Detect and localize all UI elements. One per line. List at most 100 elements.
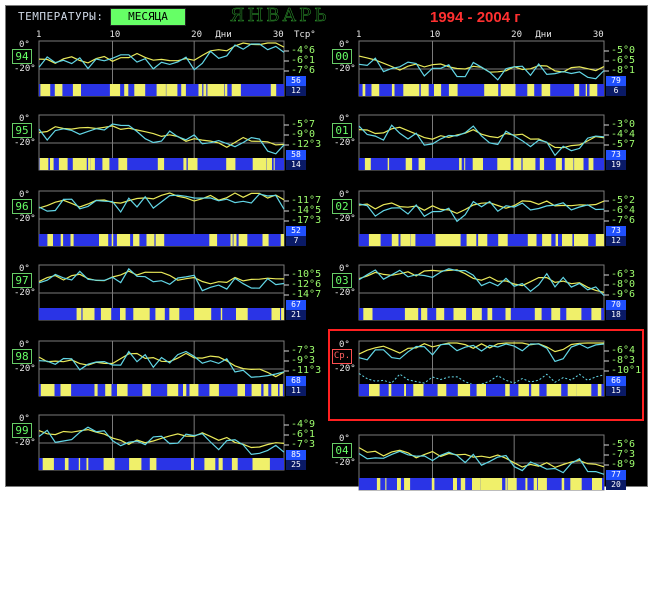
panel-p94: 94 0° -20° -4°6 -6°1 -7°6 56 12 1 10 20 30 Дни Tср°	[11, 29, 321, 101]
weather-strip-segment	[149, 234, 155, 246]
temperature-value: -17°3	[291, 215, 322, 226]
panel-p96: 96 0° -20° -11°7 -14°5 -17°3 52 7	[11, 179, 321, 251]
weather-strip-segment	[99, 234, 109, 246]
percent-badge-top: 56	[291, 76, 301, 85]
year-label: 97	[12, 273, 32, 288]
temperature-value: -9°3	[291, 355, 316, 366]
weather-strip-segment	[49, 384, 55, 396]
weather-strip-segment	[167, 384, 176, 396]
weather-strip-segment	[490, 84, 499, 96]
panel-p03: 03 0° -20° -6°3 -8°0 -9°6 70 18	[331, 253, 641, 325]
weather-strip-segment	[551, 308, 561, 320]
weather-strip-segment	[423, 84, 429, 96]
weather-strip-segment	[498, 234, 508, 246]
weather-strip-segment	[487, 308, 493, 320]
axis-zero-label: 0°	[19, 340, 30, 350]
temp-line-max	[38, 42, 285, 64]
weather-strip-segment	[85, 158, 87, 170]
weather-strip-segment	[147, 308, 150, 320]
temp-line-max	[358, 200, 605, 215]
weather-strip-segment	[593, 478, 602, 490]
weather-strip-segment	[597, 384, 602, 396]
temperature-value: -6°4	[611, 345, 636, 356]
weather-strip-segment	[404, 308, 416, 320]
temp-line-max	[358, 269, 605, 293]
temperature-value: -10°1	[611, 365, 642, 376]
weather-strip-segment	[251, 384, 257, 396]
weather-strip-segment	[476, 384, 486, 396]
day-tick-label: 10	[429, 30, 441, 40]
temp-line-max	[358, 55, 605, 73]
weather-strip-segment	[527, 84, 535, 96]
weather-strip-segment	[243, 308, 247, 320]
percent-badge-bottom: 18	[606, 310, 626, 320]
temperature-value: -5°7	[291, 119, 316, 130]
weather-strip-segment	[258, 458, 267, 470]
weather-strip-segment	[50, 158, 54, 170]
weather-strip-segment	[505, 478, 507, 490]
weather-strip-segment	[582, 234, 586, 246]
weather-strip-segment	[183, 158, 187, 170]
weather-strip-segment	[583, 234, 589, 246]
temperature-value: -7°3	[291, 439, 316, 450]
panel-chart	[358, 40, 609, 97]
weather-strip-segment	[252, 158, 263, 170]
weather-strip-segment	[204, 458, 213, 470]
weather-strip-segment	[256, 384, 262, 396]
weather-strip-segment	[58, 158, 61, 170]
weather-strip-segment	[533, 478, 538, 490]
weather-strip-segment	[262, 234, 269, 246]
temp-line-extreme	[358, 373, 605, 386]
temperature-value: -4°6	[291, 45, 316, 56]
weather-strip-segment	[82, 308, 89, 320]
axis-minus20-label: -20°	[14, 214, 36, 224]
panel-p95: 95 0° -20° -5°7 -9°0 -12°3 58 14	[11, 103, 321, 175]
weather-strip-segment	[48, 234, 50, 246]
weather-strip-segment	[239, 384, 245, 396]
axis-zero-label: 0°	[19, 40, 30, 50]
percent-badge-top: 77	[611, 470, 621, 479]
year-label: 02	[332, 199, 352, 214]
weather-strip-segment	[133, 308, 142, 320]
weather-strip-segment	[410, 234, 416, 246]
weather-strip-segment	[408, 84, 419, 96]
weather-strip-segment	[146, 234, 150, 246]
percent-badge-top: 68	[291, 376, 301, 385]
weather-strip-segment	[279, 384, 283, 396]
percent-badge: 52 7	[286, 226, 306, 246]
temperature-value: -6°1	[291, 429, 316, 440]
percent-badge-top: 58	[291, 150, 301, 159]
temperature-value: -4°9	[291, 419, 316, 430]
temp-line-min	[38, 426, 285, 456]
percent-badge-bottom: 14	[286, 160, 306, 170]
weather-strip-segment	[133, 234, 140, 246]
weather-strip-segment	[478, 234, 488, 246]
weather-strip-segment	[458, 308, 467, 320]
weather-strip-segment	[570, 478, 582, 490]
panel-p00: 00 0° -20° -5°0 -6°5 -8°1 79 6 1 10 20 30 Дни	[331, 29, 641, 101]
percent-badge-top: 73	[611, 150, 621, 159]
temperature-value: -5°7	[611, 139, 636, 150]
temp-line-min	[38, 267, 285, 292]
axis-zero-label: 0°	[339, 264, 350, 274]
weather-strip-segment	[242, 234, 248, 246]
weather-strip-segment	[118, 158, 128, 170]
weather-strip-segment	[599, 234, 604, 246]
weather-strip-segment	[102, 158, 110, 170]
weather-strip-segment	[39, 158, 49, 170]
panel-chart	[38, 114, 289, 171]
weather-strip-segment	[275, 384, 277, 396]
weather-strip-segment	[402, 234, 410, 246]
temp-line-min	[358, 450, 605, 475]
weather-strip-segment	[203, 84, 207, 96]
temperature-value: -7°3	[611, 449, 636, 460]
month-button[interactable]: МЕСЯЦА	[110, 8, 186, 26]
weather-strip-segment	[422, 308, 424, 320]
weather-strip	[39, 384, 284, 396]
weather-strip-segment	[230, 234, 233, 246]
weather-strip-segment	[571, 308, 582, 320]
percent-badge: 68 11	[286, 376, 306, 396]
weather-strip-segment	[140, 308, 149, 320]
weather-strip-segment	[458, 384, 469, 396]
year-label: 98	[12, 349, 32, 364]
